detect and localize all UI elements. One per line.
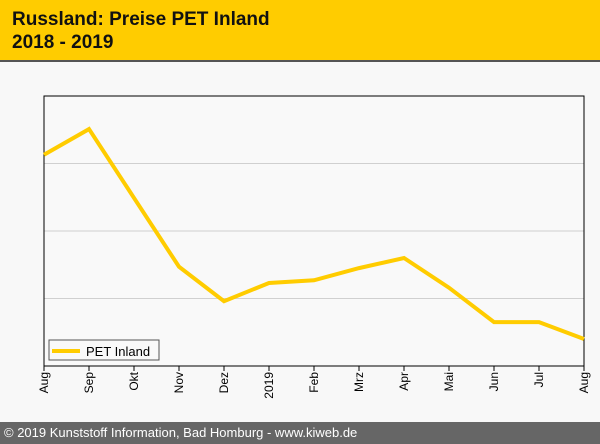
- x-tick-label: Mai: [442, 372, 456, 391]
- x-tick-label: Dez: [217, 372, 231, 393]
- x-tick-label: Feb: [307, 372, 321, 393]
- copyright-text: © 2019 Kunststoff Information, Bad Hombu…: [4, 425, 358, 440]
- x-tick-label: Jul: [532, 372, 546, 387]
- x-tick-label: Okt: [127, 371, 141, 390]
- x-tick-label: Sep: [82, 372, 96, 394]
- title-line-1: Russland: Preise PET Inland: [12, 9, 270, 30]
- legend-box: [48, 339, 160, 361]
- x-tick-label: Jun: [487, 372, 501, 391]
- x-tick-label: Mrz: [352, 372, 366, 392]
- legend-label: PET Inland: [86, 344, 150, 359]
- x-tick-label: Aug: [37, 372, 51, 393]
- chart-header: Russland: Preise PET Inland 2018 - 2019: [0, 0, 600, 62]
- x-tick-label: Aug: [577, 372, 591, 393]
- chart-title: Russland: Preise PET Inland 2018 - 2019: [12, 8, 270, 54]
- footer: © 2019 Kunststoff Information, Bad Hombu…: [0, 422, 600, 444]
- x-tick-label: Apr: [397, 372, 411, 391]
- x-tick-label: Nov: [172, 372, 186, 393]
- title-line-2: 2018 - 2019: [12, 32, 114, 53]
- x-tick-label: 2019: [262, 372, 276, 399]
